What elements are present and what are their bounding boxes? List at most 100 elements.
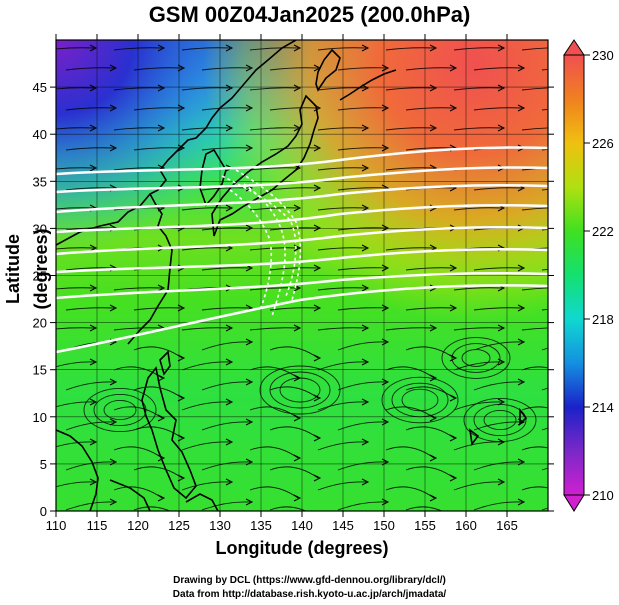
streamline-arrow [225, 84, 234, 92]
streamline-arrow [293, 204, 302, 212]
streamline-arrow [313, 354, 322, 362]
streamline-arrow [429, 124, 438, 132]
streamline-arrow [245, 418, 254, 426]
x-tick-label: 155 [414, 518, 436, 533]
streamline [65, 421, 548, 439]
y-tick-label: 25 [33, 269, 47, 284]
streamline-arrow [586, 435, 592, 441]
streamline-arrow [381, 224, 390, 232]
y-axis-label: Latitude (degrees) [3, 228, 51, 310]
colorbar-top-arrow [563, 39, 585, 56]
streamline-arrow [361, 244, 370, 252]
streamline [65, 501, 548, 511]
streamline-arrow [109, 418, 118, 426]
streamline-arrow [157, 374, 166, 382]
streamline-arrow [586, 105, 592, 111]
x-tick-label: 125 [168, 518, 190, 533]
streamline-arrow [313, 144, 322, 152]
streamline-arrow [293, 84, 302, 92]
streamline-arrow [361, 284, 370, 292]
y-tick-label: 15 [33, 363, 47, 378]
streamline-arrow [313, 434, 322, 442]
eddy-streamline [103, 399, 137, 421]
x-tick-label: 130 [209, 518, 231, 533]
streamline [56, 87, 548, 91]
y-tick-label: 30 [33, 221, 47, 236]
streamline-arrow [89, 398, 98, 406]
colorbar-tick-label: 222 [592, 224, 614, 239]
streamline-arrow [245, 458, 254, 466]
streamline-arrow [381, 338, 390, 346]
streamline-arrow [586, 355, 592, 361]
streamline-arrow [381, 418, 390, 426]
streamline-arrow [313, 184, 322, 192]
streamline-arrow [157, 494, 166, 502]
streamline [56, 481, 548, 499]
chart-title: GSM 00Z04Jan2025 (200.0hPa) [148, 2, 471, 27]
streamline [56, 441, 548, 459]
streamline-arrow [245, 144, 254, 152]
colorbar-tick-label: 214 [592, 400, 614, 415]
streamline-arrow [517, 458, 526, 466]
streamline-arrow [361, 164, 370, 172]
streamline-arrow [586, 305, 592, 311]
coastlines [56, 40, 528, 511]
streamline-arrow [381, 498, 390, 506]
streamline [65, 107, 548, 111]
streamline-arrow [429, 44, 438, 52]
plot-area [56, 40, 592, 511]
streamline-arrow [89, 44, 98, 52]
streamline-arrow [225, 438, 234, 446]
streamline-arrow [517, 498, 526, 506]
y-tick-label: 45 [33, 80, 47, 95]
streamline-arrow [245, 498, 254, 506]
streamline-arrow [177, 394, 186, 402]
streamline-arrow [429, 414, 438, 422]
data-source-credit: Data from http://database.rish.kyoto-u.a… [172, 589, 447, 600]
streamline-arrow [157, 414, 166, 422]
streamline-arrow [449, 304, 458, 312]
streamline-arrow [517, 304, 526, 312]
streamline-arrow [89, 478, 98, 486]
colorbar-tick-label: 210 [592, 488, 614, 503]
streamline-arrow [293, 414, 302, 422]
streamline-arrow [225, 204, 234, 212]
streamline-arrow [586, 185, 592, 191]
streamline-arrow [586, 65, 592, 71]
streamline [65, 67, 548, 71]
eddy-streamline [473, 403, 527, 437]
streamline-arrow [497, 478, 506, 486]
streamline-arrow [225, 324, 234, 332]
streamline-arrow [361, 438, 370, 446]
eddy-streamline [461, 349, 491, 367]
isotach-contours [56, 146, 548, 354]
eddy-streamline [483, 409, 517, 431]
streamline-arrow [157, 124, 166, 132]
streamline-arrow [361, 324, 370, 332]
streamline-arrow [157, 284, 166, 292]
streamline-arrow [293, 44, 302, 52]
streamline-arrow [177, 354, 186, 362]
streamline [56, 327, 548, 331]
streamline-arrow [429, 374, 438, 382]
y-tick-label: 5 [40, 457, 47, 472]
streamline-arrow [586, 475, 592, 481]
streamline-arrow [449, 64, 458, 72]
streamline-arrow [89, 358, 98, 366]
isotach-dashed [221, 169, 302, 317]
streamline-arrow [245, 338, 254, 346]
y-tick-label: 10 [33, 410, 47, 425]
streamline-arrow [225, 44, 234, 52]
streamline-arrow [293, 454, 302, 462]
streamline-arrow [225, 124, 234, 132]
streamline-arrow [449, 264, 458, 272]
streamline-arrow [361, 358, 370, 366]
streamline-arrow [429, 494, 438, 502]
x-axis: 110 115 120 125 130 135 140 145 150 155 160 165 [46, 34, 518, 533]
streamline-arrow [245, 264, 254, 272]
streamline-arrow [225, 478, 234, 486]
streamline-arrow [313, 224, 322, 232]
streamline-arrow [517, 64, 526, 72]
y-axis: 0 5 10 15 20 25 30 35 40 45 [33, 80, 554, 519]
